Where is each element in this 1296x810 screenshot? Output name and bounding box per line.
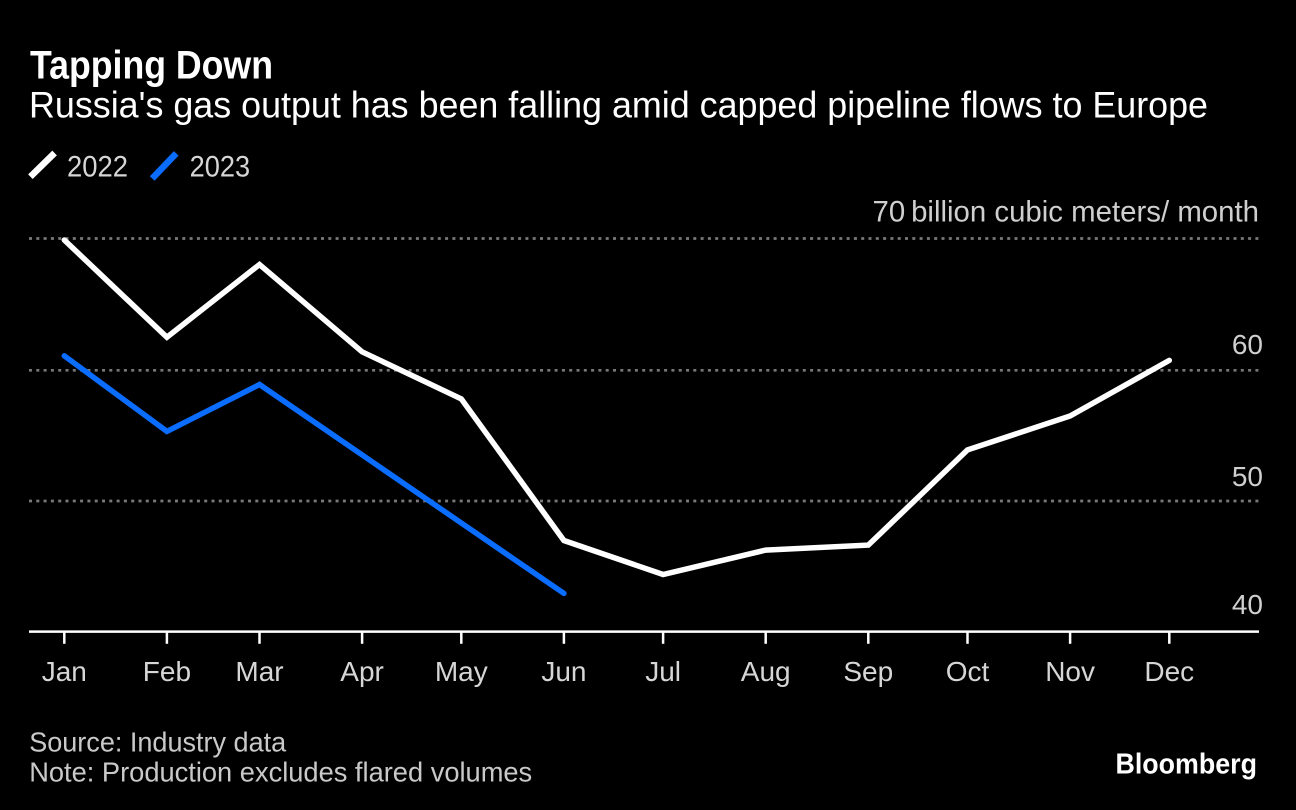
svg-text:Feb: Feb bbox=[143, 656, 191, 687]
svg-text:Note: Production excludes flar: Note: Production excludes flared volumes bbox=[29, 756, 532, 787]
svg-text:50: 50 bbox=[1232, 461, 1263, 492]
svg-text:60: 60 bbox=[1232, 329, 1263, 360]
svg-text:Tapping Down: Tapping Down bbox=[30, 44, 273, 88]
svg-text:70 billion cubic meters/ month: 70 billion cubic meters/ month bbox=[873, 196, 1260, 229]
svg-text:Jun: Jun bbox=[541, 656, 586, 687]
svg-text:Bloomberg: Bloomberg bbox=[1116, 748, 1258, 780]
svg-text:Jul: Jul bbox=[645, 656, 681, 687]
svg-text:Jan: Jan bbox=[42, 656, 87, 687]
svg-text:2022: 2022 bbox=[67, 150, 128, 183]
svg-text:40: 40 bbox=[1232, 589, 1263, 620]
svg-text:Dec: Dec bbox=[1144, 656, 1194, 687]
svg-text:Mar: Mar bbox=[235, 656, 283, 687]
svg-text:Sep: Sep bbox=[843, 656, 893, 687]
svg-text:2023: 2023 bbox=[190, 150, 251, 183]
svg-text:Apr: Apr bbox=[340, 656, 384, 687]
svg-text:Oct: Oct bbox=[946, 656, 990, 687]
svg-text:Nov: Nov bbox=[1045, 656, 1095, 687]
svg-text:May: May bbox=[435, 656, 488, 687]
svg-text:Aug: Aug bbox=[741, 656, 791, 687]
svg-text:Russia's gas output has been f: Russia's gas output has been falling ami… bbox=[29, 85, 1208, 126]
svg-text:Source: Industry data: Source: Industry data bbox=[29, 726, 286, 757]
